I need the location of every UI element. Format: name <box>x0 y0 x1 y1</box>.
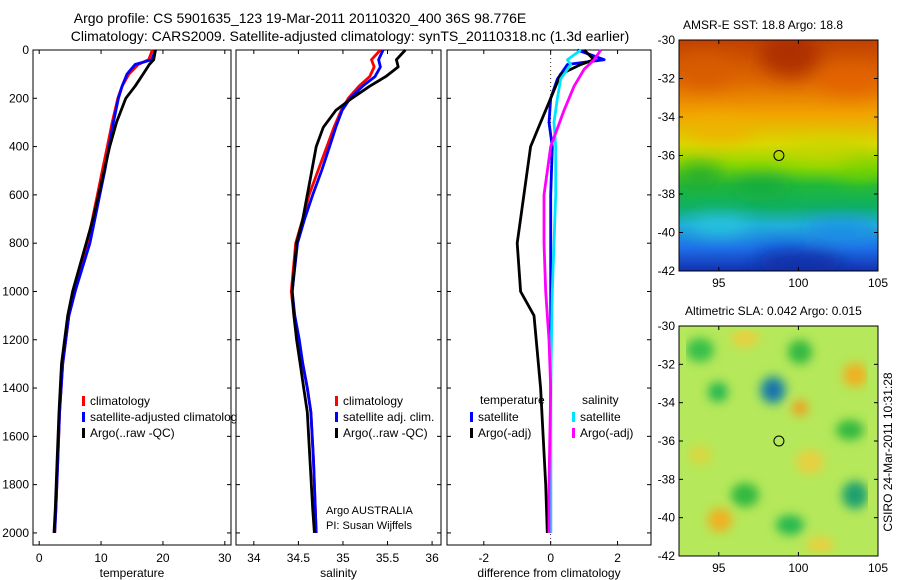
y-tick-label: 1800 <box>2 478 29 492</box>
map-y-tick-label: -34 <box>658 396 676 410</box>
legend-label: satellite <box>580 410 621 424</box>
x-tick-label: 0 <box>547 551 554 565</box>
map-y-tick-label: -32 <box>658 357 676 371</box>
x-tick-label: 2 <box>614 551 621 565</box>
x-tick-label: 36 <box>425 551 439 565</box>
y-tick-label: 600 <box>9 188 29 202</box>
series-line <box>53 49 154 533</box>
map-y-tick-label: -36 <box>658 434 676 448</box>
legend-swatch <box>335 428 338 438</box>
argo-float-location-marker <box>773 435 785 447</box>
map-y-tick-label: -34 <box>658 110 676 124</box>
map-y-tick-label: -40 <box>658 226 676 240</box>
y-tick-label: 0 <box>22 43 29 57</box>
series-line <box>549 48 582 533</box>
legend-label: Argo(..raw -QC) <box>90 426 175 440</box>
legend-label: climatology <box>343 394 403 408</box>
x-tick-label: 0 <box>36 551 43 565</box>
legend-swatch <box>335 396 338 406</box>
series-line <box>290 49 385 533</box>
x-tick-label: 34.5 <box>287 551 311 565</box>
legend-swatch <box>470 412 473 422</box>
y-tick-label: 2000 <box>2 526 29 540</box>
map-y-tick-label: -30 <box>658 33 676 47</box>
figure-title-line-1: Argo profile: CS 5901635_123 19-Mar-2011… <box>73 10 527 26</box>
series-line <box>542 49 602 533</box>
y-tick-label: 1000 <box>2 284 29 298</box>
map-x-tick-label: 100 <box>788 561 808 575</box>
y-tick-label: 1200 <box>2 333 29 347</box>
x-tick-label: 30 <box>218 551 232 565</box>
series-line <box>53 49 157 533</box>
y-tick-label: 800 <box>9 236 29 250</box>
legend-label: Argo(-adj) <box>580 426 633 440</box>
map-y-tick-label: -36 <box>658 149 676 163</box>
map-y-tick-label: -32 <box>658 72 676 86</box>
y-tick-label: 400 <box>9 140 29 154</box>
y-tick-label: 1600 <box>2 429 29 443</box>
y-tick-label: 1400 <box>2 381 29 395</box>
principal-investigator-credit: PI: Susan Wijffels <box>326 520 412 532</box>
legend-swatch <box>82 396 85 406</box>
map-y-tick-label: -42 <box>658 264 676 278</box>
legend-swatch <box>572 412 575 422</box>
map-y-tick-label: -40 <box>658 511 676 525</box>
map-y-tick-label: -42 <box>658 549 676 563</box>
legend-swatch <box>82 412 85 422</box>
series-line <box>515 48 596 533</box>
legend-label: satellite adj. clim. <box>343 410 434 424</box>
map-x-tick-label: 105 <box>868 561 888 575</box>
legend-swatch <box>470 428 473 438</box>
sla-map-title: Altimetric SLA: 0.042 Argo: 0.015 <box>685 304 862 318</box>
sst-map-title: AMSR-E SST: 18.8 Argo: 18.8 <box>683 18 844 32</box>
legend-label: satellite-adjusted climatolog <box>90 410 237 424</box>
series-line <box>290 49 407 533</box>
argo-float-location-marker <box>773 150 785 161</box>
legend-label: Argo(..raw -QC) <box>343 426 428 440</box>
x-tick-label: 35 <box>336 551 350 565</box>
x-axis-label: difference from climatology <box>477 566 620 580</box>
map-x-tick-label: 95 <box>712 276 726 290</box>
series-line <box>547 48 606 533</box>
x-tick-label: -2 <box>478 551 489 565</box>
map-x-tick-label: 100 <box>788 276 808 290</box>
map-y-tick-label: -38 <box>658 187 676 201</box>
legend-swatch <box>572 428 575 438</box>
sst-heatmap <box>679 40 878 271</box>
y-tick-label: 200 <box>9 91 29 105</box>
legend-label: climatology <box>90 394 150 408</box>
map-x-tick-label: 105 <box>868 276 888 290</box>
map-x-tick-label: 95 <box>712 561 726 575</box>
series-line <box>289 49 382 533</box>
legend-label: Argo(-adj) <box>478 426 531 440</box>
x-tick-label: 10 <box>94 551 108 565</box>
legend-header: temperature <box>480 393 545 407</box>
map-y-tick-label: -30 <box>658 319 676 333</box>
legend-header: salinity <box>582 393 619 407</box>
x-tick-label: 34 <box>247 551 261 565</box>
legend-swatch <box>82 428 85 438</box>
figure-title-line-2: Climatology: CARS2009. Satellite-adjuste… <box>70 28 630 44</box>
plot-frame-1 <box>32 49 232 546</box>
legend-swatch <box>335 412 338 422</box>
x-axis-label: temperature <box>100 566 165 580</box>
x-axis-label: salinity <box>320 566 357 580</box>
plot-frame-2 <box>235 49 442 546</box>
sla-heatmap <box>679 326 878 556</box>
plot-frame-3 <box>446 49 652 546</box>
series-line <box>52 49 157 533</box>
x-tick-label: 20 <box>156 551 170 565</box>
argo-program-credit: Argo AUSTRALIA <box>326 505 413 517</box>
map-y-tick-label: -38 <box>658 472 676 486</box>
legend-label: satellite <box>478 410 519 424</box>
x-tick-label: 35.5 <box>376 551 400 565</box>
